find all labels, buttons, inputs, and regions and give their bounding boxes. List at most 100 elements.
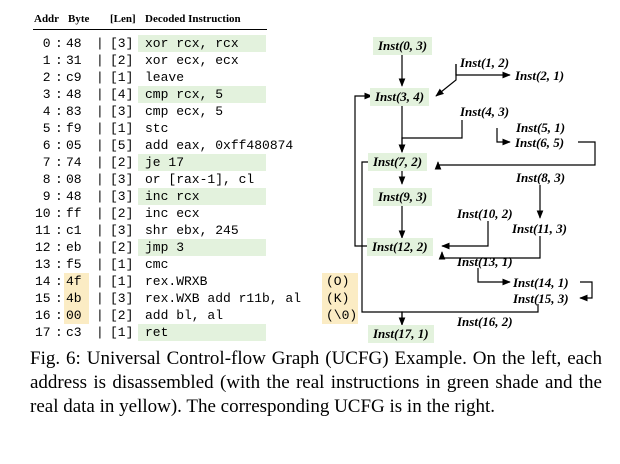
table-row: 4:83 | [3] cmp ecx, 5 bbox=[0, 103, 300, 120]
table-row: 16:00 | [2] add bl, al (\0) bbox=[0, 307, 358, 324]
byte-cell: 00 bbox=[66, 308, 82, 323]
edge-4-7 bbox=[398, 120, 463, 153]
ucfg-node-12: Inst(12, 2) bbox=[367, 238, 433, 256]
byte-cell: 74 bbox=[66, 155, 82, 170]
pipe-separator: | bbox=[96, 172, 104, 187]
addr-cell: 9 bbox=[35, 189, 51, 204]
colon-separator: : bbox=[55, 189, 63, 204]
ucfg-node-4: Inst(4, 3) bbox=[460, 104, 510, 119]
instruction-cell: stc bbox=[145, 121, 169, 136]
byte-cell: 08 bbox=[66, 172, 82, 187]
addr-cell: 10 bbox=[35, 206, 51, 221]
real-data-shade bbox=[64, 290, 89, 307]
edge-15-17 bbox=[398, 304, 539, 326]
real-data-shade bbox=[322, 273, 358, 290]
pipe-separator: | bbox=[96, 36, 104, 51]
byte-cell: c3 bbox=[66, 325, 82, 340]
len-cell: [5] bbox=[110, 138, 134, 153]
byte-cell: ff bbox=[66, 206, 82, 221]
addr-cell: 0 bbox=[35, 36, 51, 51]
byte-cell: 4f bbox=[66, 274, 82, 289]
addr-cell: 16 bbox=[35, 308, 51, 323]
addr-cell: 17 bbox=[35, 325, 51, 340]
colon-separator: : bbox=[55, 121, 63, 136]
instruction-cell: add eax, 0xff480874 bbox=[145, 138, 294, 153]
len-cell: [2] bbox=[110, 240, 134, 255]
header-addr: Addr bbox=[34, 13, 60, 25]
len-cell: [3] bbox=[110, 189, 134, 204]
instruction-cell: cmp rcx, 5 bbox=[145, 87, 224, 102]
real-instruction-shade bbox=[138, 324, 266, 341]
ucfg-node-14: Inst(14, 1) bbox=[513, 275, 569, 290]
addr-cell: 11 bbox=[35, 223, 51, 238]
addr-cell: 6 bbox=[35, 138, 51, 153]
table-row: 0:48 | [3] xor rcx, rcx bbox=[0, 35, 300, 52]
instruction-cell: jmp 3 bbox=[145, 240, 185, 255]
byte-cell: 05 bbox=[66, 138, 82, 153]
edge-14-15 bbox=[579, 281, 593, 302]
instruction-cell: ret bbox=[145, 325, 169, 340]
pipe-separator: | bbox=[96, 189, 104, 204]
len-cell: [2] bbox=[110, 53, 134, 68]
addr-cell: 7 bbox=[35, 155, 51, 170]
pipe-separator: | bbox=[96, 257, 104, 272]
byte-cell: f5 bbox=[66, 257, 82, 272]
instruction-cell: inc ecx bbox=[145, 206, 200, 221]
edge-2-3 bbox=[435, 64, 457, 97]
len-cell: [3] bbox=[110, 223, 134, 238]
pipe-separator: | bbox=[96, 291, 104, 306]
data-char-cell: (K) bbox=[326, 291, 350, 306]
pipe-separator: | bbox=[96, 121, 104, 136]
byte-cell: 48 bbox=[66, 87, 82, 102]
pipe-separator: | bbox=[96, 274, 104, 289]
len-cell: [2] bbox=[110, 308, 134, 323]
colon-separator: : bbox=[55, 36, 63, 51]
pipe-separator: | bbox=[96, 53, 104, 68]
colon-separator: : bbox=[55, 291, 63, 306]
table-row: 11: c1 | [3] shr ebx, 245 bbox=[0, 222, 300, 239]
edge-13-14 bbox=[477, 268, 511, 286]
header-rule bbox=[33, 29, 267, 30]
colon-separator: : bbox=[55, 206, 63, 221]
ucfg-node-16: Inst(16, 2) bbox=[457, 314, 513, 329]
byte-cell: c1 bbox=[66, 223, 82, 238]
ucfg-node-1: Inst(1, 2) bbox=[460, 55, 510, 70]
ucfg-node-0: Inst(0, 3) bbox=[373, 37, 433, 55]
addr-cell: 8 bbox=[35, 172, 51, 187]
len-cell: [1] bbox=[110, 257, 134, 272]
ucfg-node-9: Inst(9, 3) bbox=[373, 188, 433, 206]
addr-cell: 2 bbox=[35, 70, 51, 85]
ucfg-node-11: Inst(11, 3) bbox=[512, 221, 567, 236]
figure-caption: Fig. 6: Universal Control-flow Graph (UC… bbox=[30, 348, 602, 417]
len-cell: [1] bbox=[110, 121, 134, 136]
ucfg-node-6: Inst(6, 5) bbox=[515, 135, 565, 150]
table-row: 5: f9 | [1] stc bbox=[0, 120, 300, 137]
byte-cell: 83 bbox=[66, 104, 82, 119]
colon-separator: : bbox=[55, 53, 63, 68]
pipe-separator: | bbox=[96, 138, 104, 153]
pipe-separator: | bbox=[96, 70, 104, 85]
pipe-separator: | bbox=[96, 87, 104, 102]
ucfg-node-2: Inst(2, 1) bbox=[515, 68, 565, 83]
pipe-separator: | bbox=[96, 223, 104, 238]
colon-separator: : bbox=[55, 240, 63, 255]
edge-12-3 bbox=[354, 92, 373, 247]
table-row: 7:74 | [2] je 17 bbox=[0, 154, 300, 171]
ucfg-node-5: Inst(5, 1) bbox=[516, 120, 566, 135]
addr-cell: 1 bbox=[35, 53, 51, 68]
pipe-separator: | bbox=[96, 325, 104, 340]
instruction-cell: xor rcx, rcx bbox=[145, 36, 239, 51]
pipe-separator: | bbox=[96, 104, 104, 119]
addr-cell: 13 bbox=[35, 257, 51, 272]
ucfg-node-10: Inst(10, 2) bbox=[457, 206, 513, 221]
ucfg-node-13: Inst(13, 1) bbox=[457, 254, 513, 269]
len-cell: [3] bbox=[110, 104, 134, 119]
addr-cell: 15 bbox=[35, 291, 51, 306]
real-instruction-shade bbox=[138, 86, 266, 103]
len-cell: [3] bbox=[110, 36, 134, 51]
instruction-cell: xor ecx, ecx bbox=[145, 53, 239, 68]
colon-separator: : bbox=[55, 104, 63, 119]
edge-10-12 bbox=[441, 221, 489, 250]
real-instruction-shade bbox=[138, 188, 266, 205]
